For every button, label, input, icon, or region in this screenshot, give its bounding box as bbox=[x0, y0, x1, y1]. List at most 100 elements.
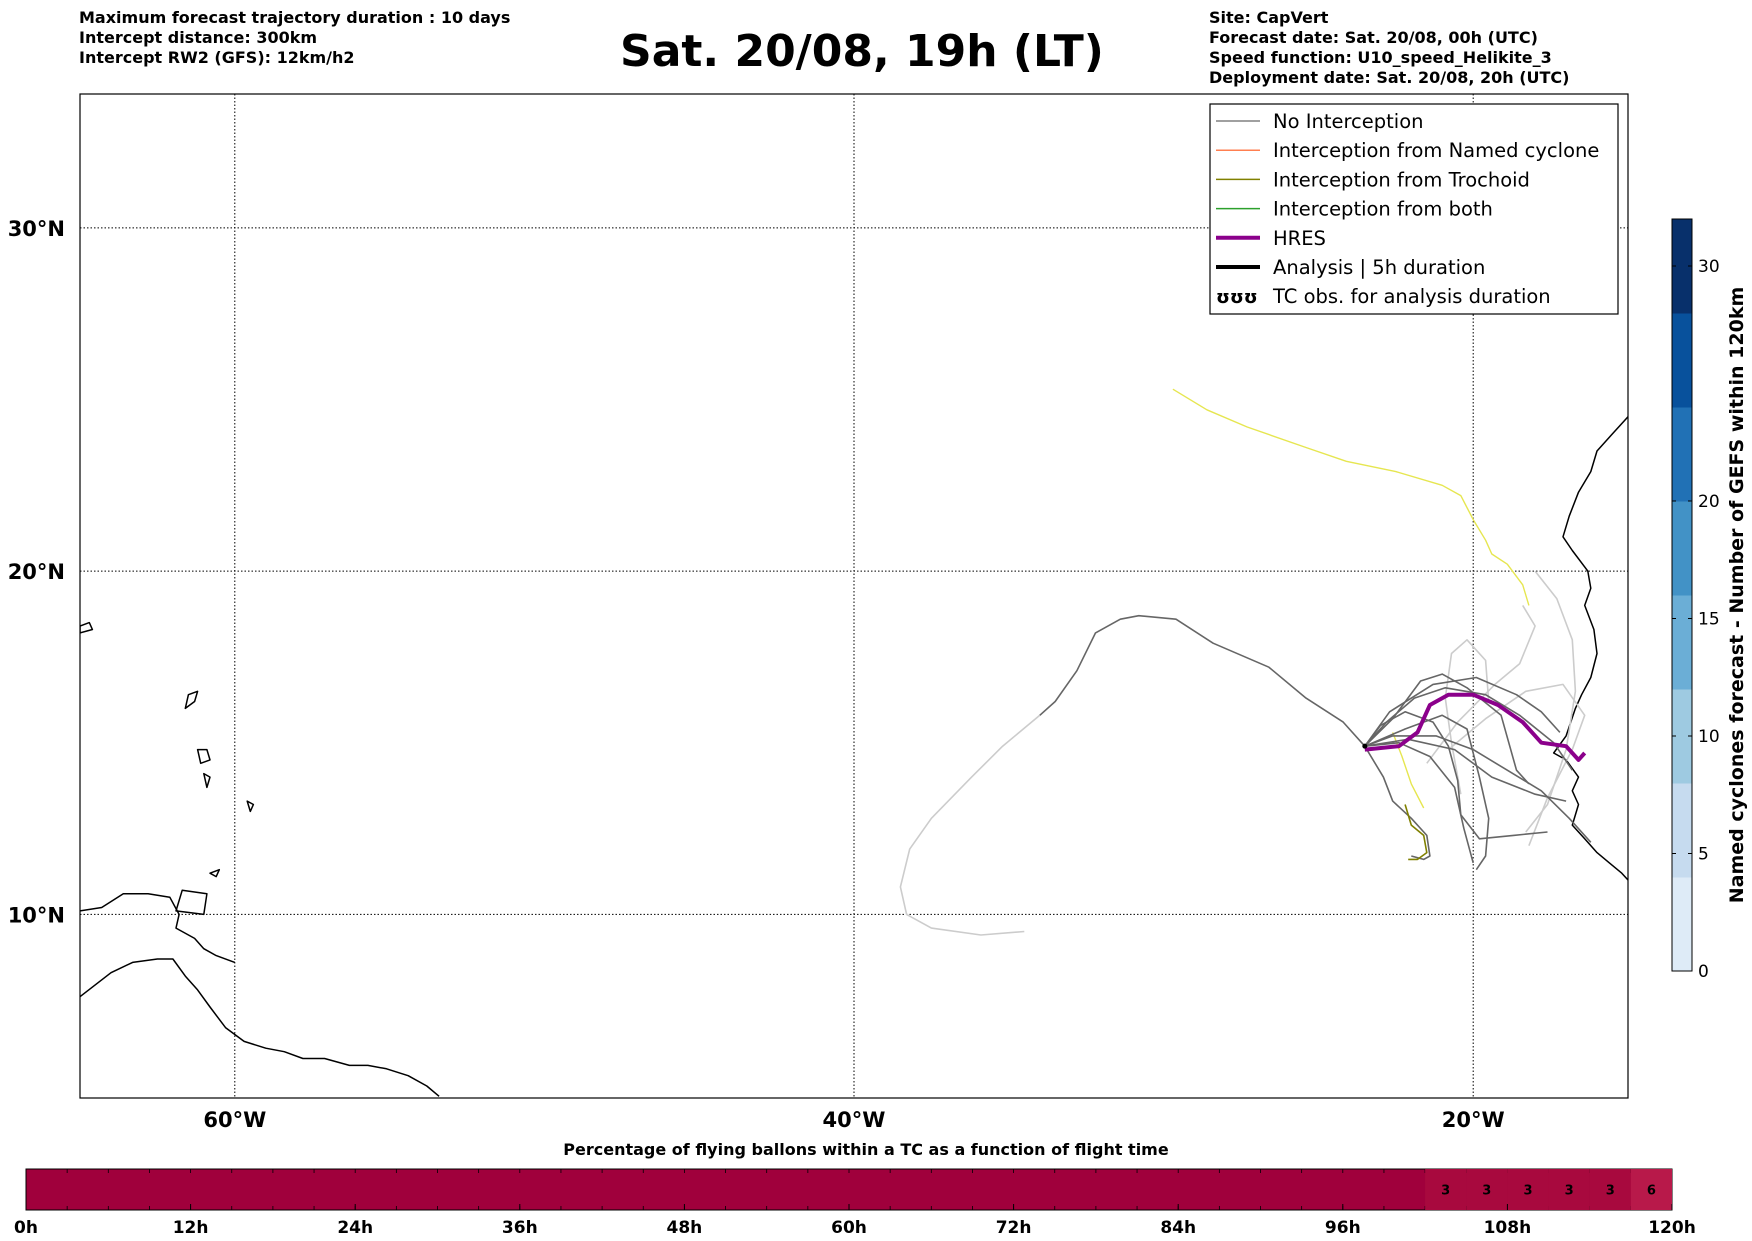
colorbar-band bbox=[1672, 289, 1692, 314]
colorbar-band bbox=[1672, 618, 1692, 643]
legend-label: Interception from Trochoid bbox=[1273, 168, 1530, 191]
colorbar-band bbox=[1672, 806, 1692, 831]
flight-time-bar-title: Percentage of flying ballons within a TC… bbox=[563, 1140, 1169, 1159]
bar-cell-value: 3 bbox=[1565, 1184, 1574, 1199]
bar-cell bbox=[1548, 1169, 1590, 1210]
bar-cell-value: 3 bbox=[1482, 1184, 1491, 1199]
trajectory-no-interception-light bbox=[1525, 570, 1577, 833]
flight-time-bar: Percentage of flying ballons within a TC… bbox=[14, 1140, 1696, 1238]
trajectories bbox=[899, 388, 1592, 936]
bar-cell bbox=[1466, 1169, 1508, 1210]
colorbar-tick-label: 10 bbox=[1698, 727, 1720, 747]
lon-tick-label: 20°W bbox=[1442, 1108, 1505, 1132]
legend-label: No Interception bbox=[1273, 110, 1424, 133]
site-marker bbox=[1362, 743, 1368, 749]
colorbar-band bbox=[1672, 548, 1692, 572]
colorbar-band bbox=[1672, 689, 1692, 713]
info-line: Intercept RW2 (GFS): 12km/h2 bbox=[79, 48, 355, 67]
map-gridlines bbox=[80, 94, 1628, 1098]
trajectory-no-interception bbox=[1039, 614, 1366, 747]
trajectory-no-interception-light bbox=[1426, 604, 1536, 764]
colorbar-band bbox=[1672, 595, 1692, 619]
bar-tick-label: 12h bbox=[173, 1218, 209, 1238]
trajectory-no-interception bbox=[1364, 745, 1431, 861]
bar-cell bbox=[1425, 1169, 1467, 1210]
colorbar-band bbox=[1672, 242, 1692, 267]
lat-tick-label: 10°N bbox=[8, 903, 65, 927]
colorbar-band bbox=[1672, 947, 1692, 972]
bar-cell-value: 3 bbox=[1441, 1184, 1450, 1199]
info-line: Site: CapVert bbox=[1209, 8, 1329, 27]
colorbar-band bbox=[1672, 336, 1692, 361]
bar-tick-label: 60h bbox=[831, 1218, 867, 1238]
bar-cell bbox=[1630, 1169, 1672, 1210]
coastline-tobago bbox=[209, 868, 221, 878]
cyclone-icon: ʊʊʊ bbox=[1216, 287, 1258, 308]
trajectory-no-interception-light bbox=[1444, 638, 1490, 795]
trajectory-no-interception-light bbox=[899, 714, 1041, 936]
legend-label: HRES bbox=[1273, 227, 1326, 250]
trajectory-no-interception bbox=[1364, 741, 1474, 864]
bar-tick-label: 72h bbox=[996, 1218, 1032, 1238]
info-line: Forecast date: Sat. 20/08, 00h (UTC) bbox=[1209, 28, 1538, 47]
header-info-right: Site: CapVert Forecast date: Sat. 20/08,… bbox=[1209, 8, 1569, 88]
colorbar-band bbox=[1672, 571, 1692, 596]
colorbar-band bbox=[1672, 501, 1692, 525]
legend-box bbox=[1209, 103, 1619, 315]
bar-cell-value: 3 bbox=[1606, 1184, 1615, 1199]
trajectory-no-interception bbox=[1364, 738, 1567, 802]
coastline-canary-3 bbox=[1644, 276, 1660, 293]
colorbar-frame bbox=[1671, 218, 1693, 972]
colorbar-tick-label: 20 bbox=[1698, 492, 1720, 512]
cyclone-colorbar: 0 5 10 15 20 30 Named cyclones forecast - Num… bbox=[1671, 218, 1748, 982]
colorbar-band bbox=[1672, 430, 1692, 455]
colorbar-band bbox=[1672, 783, 1692, 807]
bar-tick-label: 48h bbox=[667, 1218, 703, 1238]
colorbar-band bbox=[1672, 712, 1692, 737]
map-plot: 60°W 40°W 20°W 30°N 20°N 10°N No Interception… bbox=[8, 93, 1660, 1132]
lat-tick-label: 20°N bbox=[8, 560, 65, 584]
bar-cell-value: 3 bbox=[1523, 1184, 1532, 1199]
bar-tick-label: 24h bbox=[337, 1218, 373, 1238]
legend-label: Interception from Named cyclone bbox=[1273, 139, 1599, 162]
bar-tick-label: 96h bbox=[1325, 1218, 1361, 1238]
coastline-africa-north bbox=[1552, 416, 1628, 881]
trajectory-hres bbox=[1364, 692, 1587, 762]
lon-tick-label: 40°W bbox=[823, 1108, 886, 1132]
trajectory-no-interception bbox=[1364, 710, 1548, 840]
bar-cell bbox=[1507, 1169, 1549, 1210]
axis-ticks: 60°W 40°W 20°W 30°N 20°N 10°N bbox=[8, 217, 1505, 1132]
colorbar-band bbox=[1672, 900, 1692, 925]
lon-tick-label: 60°W bbox=[203, 1108, 266, 1132]
legend-label: Interception from both bbox=[1273, 198, 1493, 221]
colorbar-tick-label: 5 bbox=[1698, 845, 1709, 865]
map-frame-border bbox=[79, 93, 1629, 1099]
trajectory-no-interception bbox=[1364, 714, 1490, 871]
map-content bbox=[80, 251, 1660, 1097]
legend-label: Analysis | 5h duration bbox=[1273, 256, 1485, 279]
header-info-left: Maximum forecast trajectory duration : 1… bbox=[79, 8, 510, 68]
trajectory-no-interception bbox=[1364, 735, 1592, 843]
coastline-lesser-antilles-4 bbox=[246, 800, 255, 813]
trajectory-no-interception bbox=[1364, 676, 1561, 747]
bar-cell-value: 6 bbox=[1647, 1184, 1656, 1199]
info-line: Speed function: U10_speed_Helikite_3 bbox=[1209, 48, 1552, 67]
colorbar-band bbox=[1672, 219, 1692, 243]
coastline-puerto-rico-area bbox=[80, 621, 94, 634]
bar-tick-label: 120h bbox=[1648, 1218, 1696, 1238]
trajectory-no-interception bbox=[1364, 686, 1573, 771]
info-line: Maximum forecast trajectory duration : 1… bbox=[79, 8, 511, 27]
trajectory-trochoid bbox=[1404, 804, 1428, 861]
bar-tick-label: 108h bbox=[1484, 1218, 1532, 1238]
map-legend: No Interception Interception from Named c… bbox=[1209, 103, 1619, 315]
colorbar-band bbox=[1672, 877, 1692, 901]
colorbar-band bbox=[1672, 313, 1692, 337]
page-title: Sat. 20/08, 19h (LT) bbox=[620, 26, 1104, 77]
lat-tick-label: 30°N bbox=[8, 217, 65, 241]
colorbar-band bbox=[1672, 524, 1692, 549]
colorbar-tick-label: 15 bbox=[1698, 610, 1720, 630]
bar-cell bbox=[1589, 1169, 1631, 1210]
trajectory-yellow bbox=[1172, 388, 1530, 606]
bar-tick-label: 36h bbox=[502, 1218, 538, 1238]
